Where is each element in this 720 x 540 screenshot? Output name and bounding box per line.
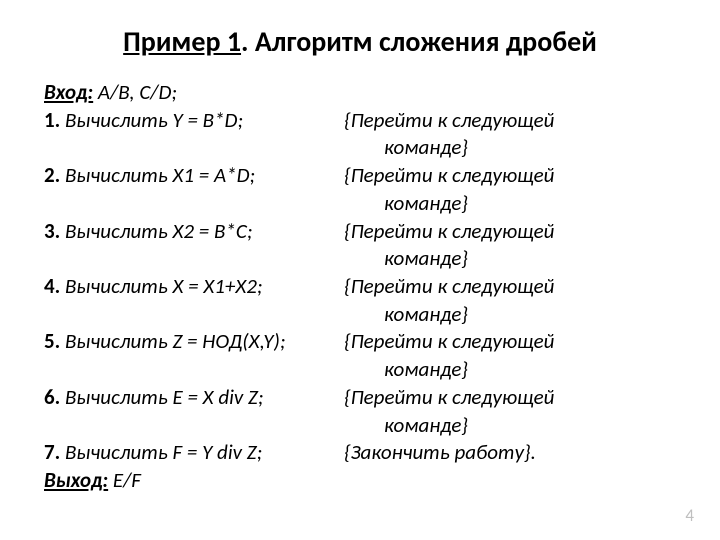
slide-title: Пример 1. Алгоритм сложения дробей bbox=[44, 24, 676, 59]
step-row: 7. Вычислить F = Y div Z; {Закончить раб… bbox=[44, 439, 676, 467]
output-label: Выход: bbox=[44, 467, 108, 493]
title-prefix: Пример 1 bbox=[123, 24, 241, 59]
step-row-cont: команде} bbox=[44, 245, 676, 273]
step-row-cont: команде} bbox=[44, 412, 676, 440]
step-row-cont: команде} bbox=[44, 190, 676, 218]
input-label: Вход: bbox=[44, 79, 93, 105]
step-row: 3. Вычислить X2 = B*C; {Перейти к следую… bbox=[44, 218, 676, 246]
step-row: 2. Вычислить X1 = A*D; {Перейти к следую… bbox=[44, 162, 676, 190]
step-row: 6. Вычислить E = X div Z; {Перейти к сле… bbox=[44, 384, 676, 412]
input-value: A/B, C/D; bbox=[93, 79, 177, 105]
input-line: Вход: A/B, C/D; bbox=[44, 79, 676, 107]
step-row-cont: команде} bbox=[44, 356, 676, 384]
output-value: E/F bbox=[108, 467, 141, 493]
title-suffix: . Алгоритм сложения дробей bbox=[241, 24, 597, 59]
step-row: 1. Вычислить Y = B*D; {Перейти к следующ… bbox=[44, 107, 676, 135]
output-line: Выход: E/F bbox=[44, 467, 676, 495]
step-row: 5. Вычислить Z = НОД(X,Y); {Перейти к сл… bbox=[44, 328, 676, 356]
page-number: 4 bbox=[685, 505, 694, 526]
algorithm-body: Вход: A/B, C/D; 1. Вычислить Y = B*D; {П… bbox=[44, 79, 676, 495]
step-row-cont: команде} bbox=[44, 301, 676, 329]
step-row-cont: команде} bbox=[44, 134, 676, 162]
step-comment: {Перейти к следующей bbox=[344, 107, 554, 135]
step-row: 4. Вычислить X = X1+X2; {Перейти к следу… bbox=[44, 273, 676, 301]
